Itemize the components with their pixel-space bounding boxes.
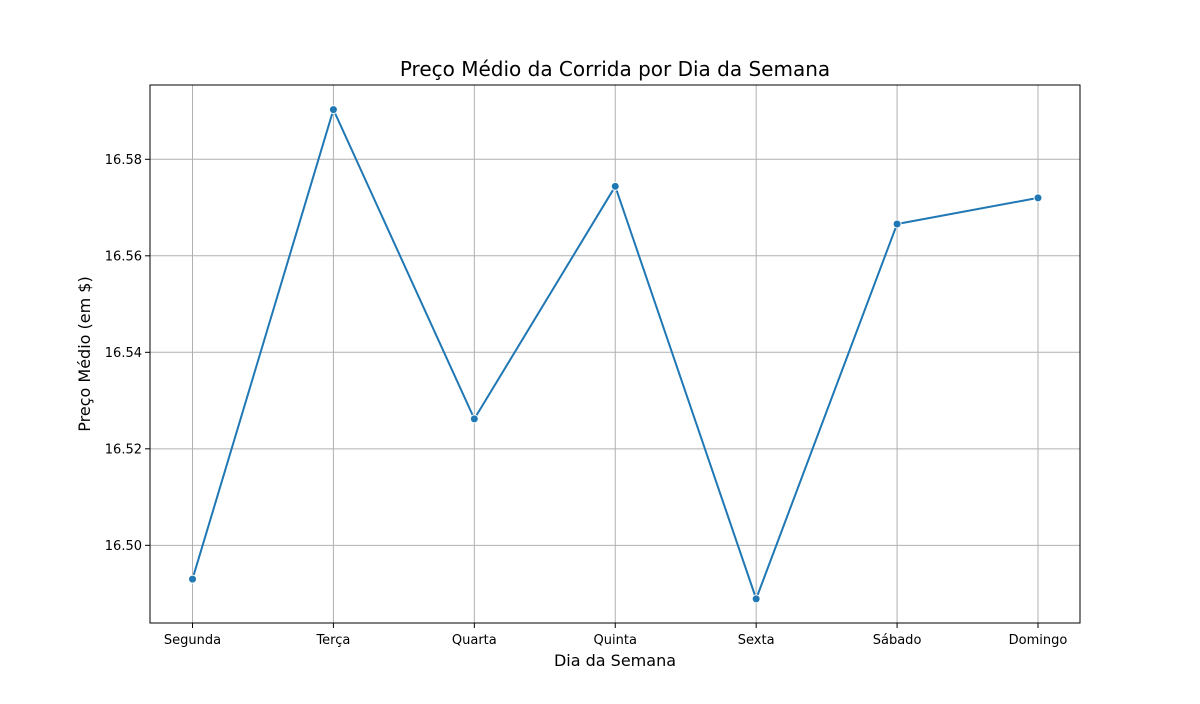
- x-axis-label: Dia da Semana: [554, 651, 676, 670]
- data-point: [469, 414, 479, 424]
- x-tick-label: Segunda: [164, 633, 221, 648]
- x-tick-label: Sábado: [873, 633, 922, 648]
- series-layer: [188, 105, 1043, 604]
- data-point: [751, 594, 761, 604]
- y-tick-label: 16.58: [105, 153, 142, 168]
- data-point: [328, 105, 338, 115]
- data-point: [1033, 193, 1043, 203]
- x-tick-label: Domingo: [1009, 633, 1068, 648]
- x-axis: Segunda Terça Quarta Quinta Sexta Sábado Domin…: [164, 623, 1067, 648]
- y-tick-label: 16.50: [105, 539, 142, 554]
- chart-title: Preço Médio da Corrida por Dia da Semana: [400, 57, 830, 81]
- y-axis: 16.50 16.52 16.54 16.56 16.58: [105, 153, 150, 554]
- x-tick-label: Quinta: [594, 633, 637, 648]
- data-point: [892, 219, 902, 229]
- x-tick-label: Sexta: [738, 633, 775, 648]
- grid: [150, 85, 1080, 623]
- y-tick-label: 16.52: [105, 442, 142, 457]
- y-axis-label: Preço Médio (em $): [75, 276, 94, 431]
- data-point: [188, 574, 197, 584]
- x-tick-label: Quarta: [452, 633, 497, 648]
- y-tick-label: 16.54: [105, 346, 142, 361]
- data-point: [610, 181, 620, 191]
- x-tick-label: Terça: [315, 633, 350, 648]
- y-tick-label: 16.56: [105, 249, 142, 264]
